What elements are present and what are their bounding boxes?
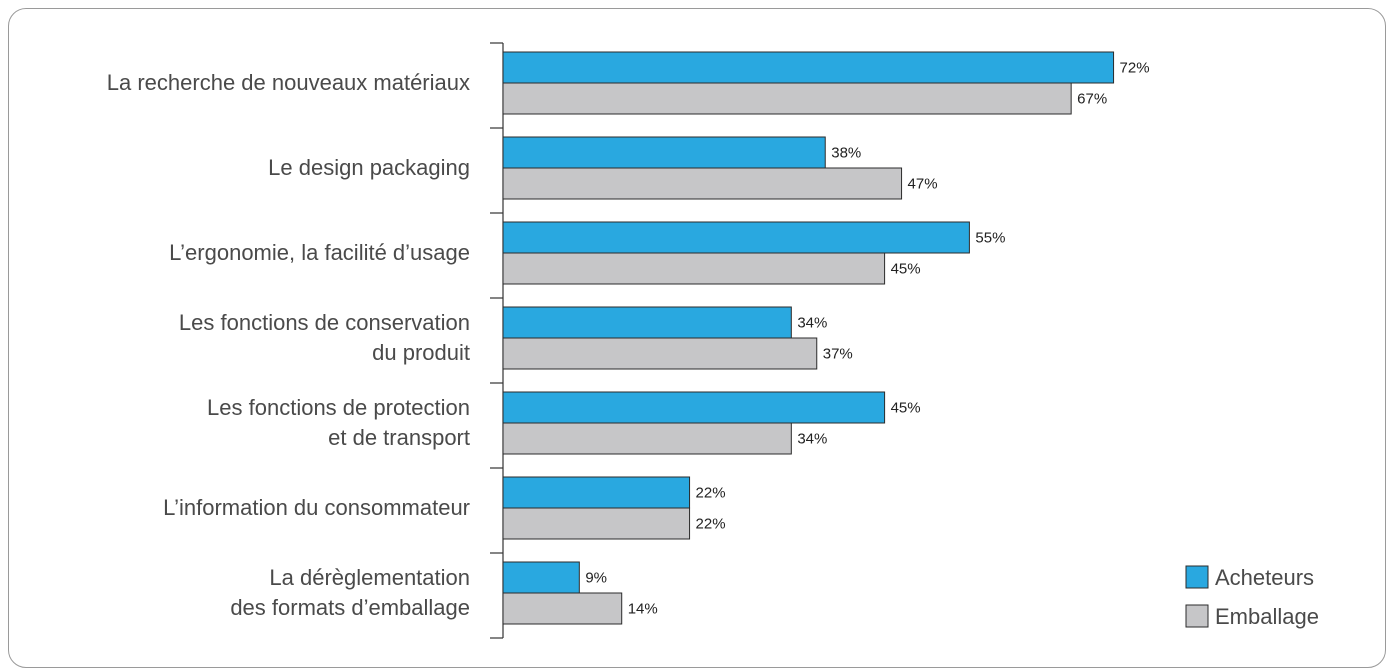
category-label-line: du produit	[372, 340, 470, 365]
data-label-emballage-5: 22%	[696, 516, 726, 533]
category-label-0: La recherche de nouveaux matériaux	[107, 70, 470, 95]
data-label-acheteurs-4: 45%	[891, 400, 921, 417]
category-label-line: L’information du consommateur	[163, 495, 470, 520]
category-label-3: Les fonctions de conservation du produit	[179, 310, 470, 365]
axis-group	[490, 42, 504, 639]
category-label-line: et de transport	[328, 425, 470, 450]
data-label-emballage-6: 14%	[628, 601, 658, 618]
data-label-emballage-2: 45%	[891, 261, 921, 278]
bar-emballage-6	[502, 592, 623, 625]
data-label-emballage-1: 47%	[908, 176, 938, 193]
data-label-acheteurs-5: 22%	[696, 485, 726, 502]
category-label-line: La recherche de nouveaux matériaux	[107, 70, 470, 95]
data-label-acheteurs-0: 72%	[1120, 60, 1150, 77]
bar-emballage-2	[502, 252, 886, 285]
category-label-line: La dérèglementation	[269, 565, 470, 590]
legend-swatch-acheteurs	[1185, 565, 1209, 589]
category-label-1: Le design packaging	[268, 155, 470, 180]
bar-emballage-0	[502, 82, 1072, 115]
category-label-line: Les fonctions de protection	[207, 395, 470, 420]
data-label-acheteurs-3: 34%	[797, 315, 827, 332]
category-label-line: Le design packaging	[268, 155, 470, 180]
bar-acheteurs-4	[502, 391, 886, 424]
legend: Acheteurs Emballage	[1185, 565, 1319, 629]
data-label-emballage-3: 37%	[823, 346, 853, 363]
data-label-emballage-4: 34%	[797, 431, 827, 448]
data-label-acheteurs-1: 38%	[831, 145, 861, 162]
category-label-line: des formats d’emballage	[230, 595, 470, 620]
data-label-acheteurs-2: 55%	[975, 230, 1005, 247]
category-label-6: La dérèglementation des formats d’emballa…	[230, 565, 470, 620]
data-label-acheteurs-6: 9%	[585, 570, 607, 587]
category-labels: La recherche de nouveaux matériaux Le des…	[107, 70, 470, 620]
bar-emballage-3	[502, 337, 818, 370]
bars-group: 72% 67% 38% 47% 55% 45% 34% 37% 45% 34% 22% 22% 9% 14…	[502, 51, 1150, 625]
bar-emballage-4	[502, 422, 792, 455]
bar-acheteurs-0	[502, 51, 1115, 84]
category-label-2: L’ergonomie, la facilité d’usage	[169, 240, 470, 265]
bar-acheteurs-1	[502, 136, 826, 169]
bar-acheteurs-6	[502, 561, 580, 594]
bar-emballage-1	[502, 167, 903, 200]
bar-acheteurs-2	[502, 221, 970, 254]
bar-acheteurs-5	[502, 476, 691, 509]
category-label-4: Les fonctions de protection et de transpo…	[207, 395, 470, 450]
category-label-5: L’information du consommateur	[163, 495, 470, 520]
legend-label-emballage: Emballage	[1215, 604, 1319, 629]
category-label-line: L’ergonomie, la facilité d’usage	[169, 240, 470, 265]
bar-chart: 72% 67% 38% 47% 55% 45% 34% 37% 45% 34% 22% 22% 9% 14…	[107, 42, 1319, 639]
bar-acheteurs-3	[502, 306, 792, 339]
bar-emballage-5	[502, 507, 691, 540]
category-label-line: Les fonctions de conservation	[179, 310, 470, 335]
data-label-emballage-0: 67%	[1077, 91, 1107, 108]
legend-swatch-emballage	[1185, 604, 1209, 628]
legend-label-acheteurs: Acheteurs	[1215, 565, 1314, 590]
